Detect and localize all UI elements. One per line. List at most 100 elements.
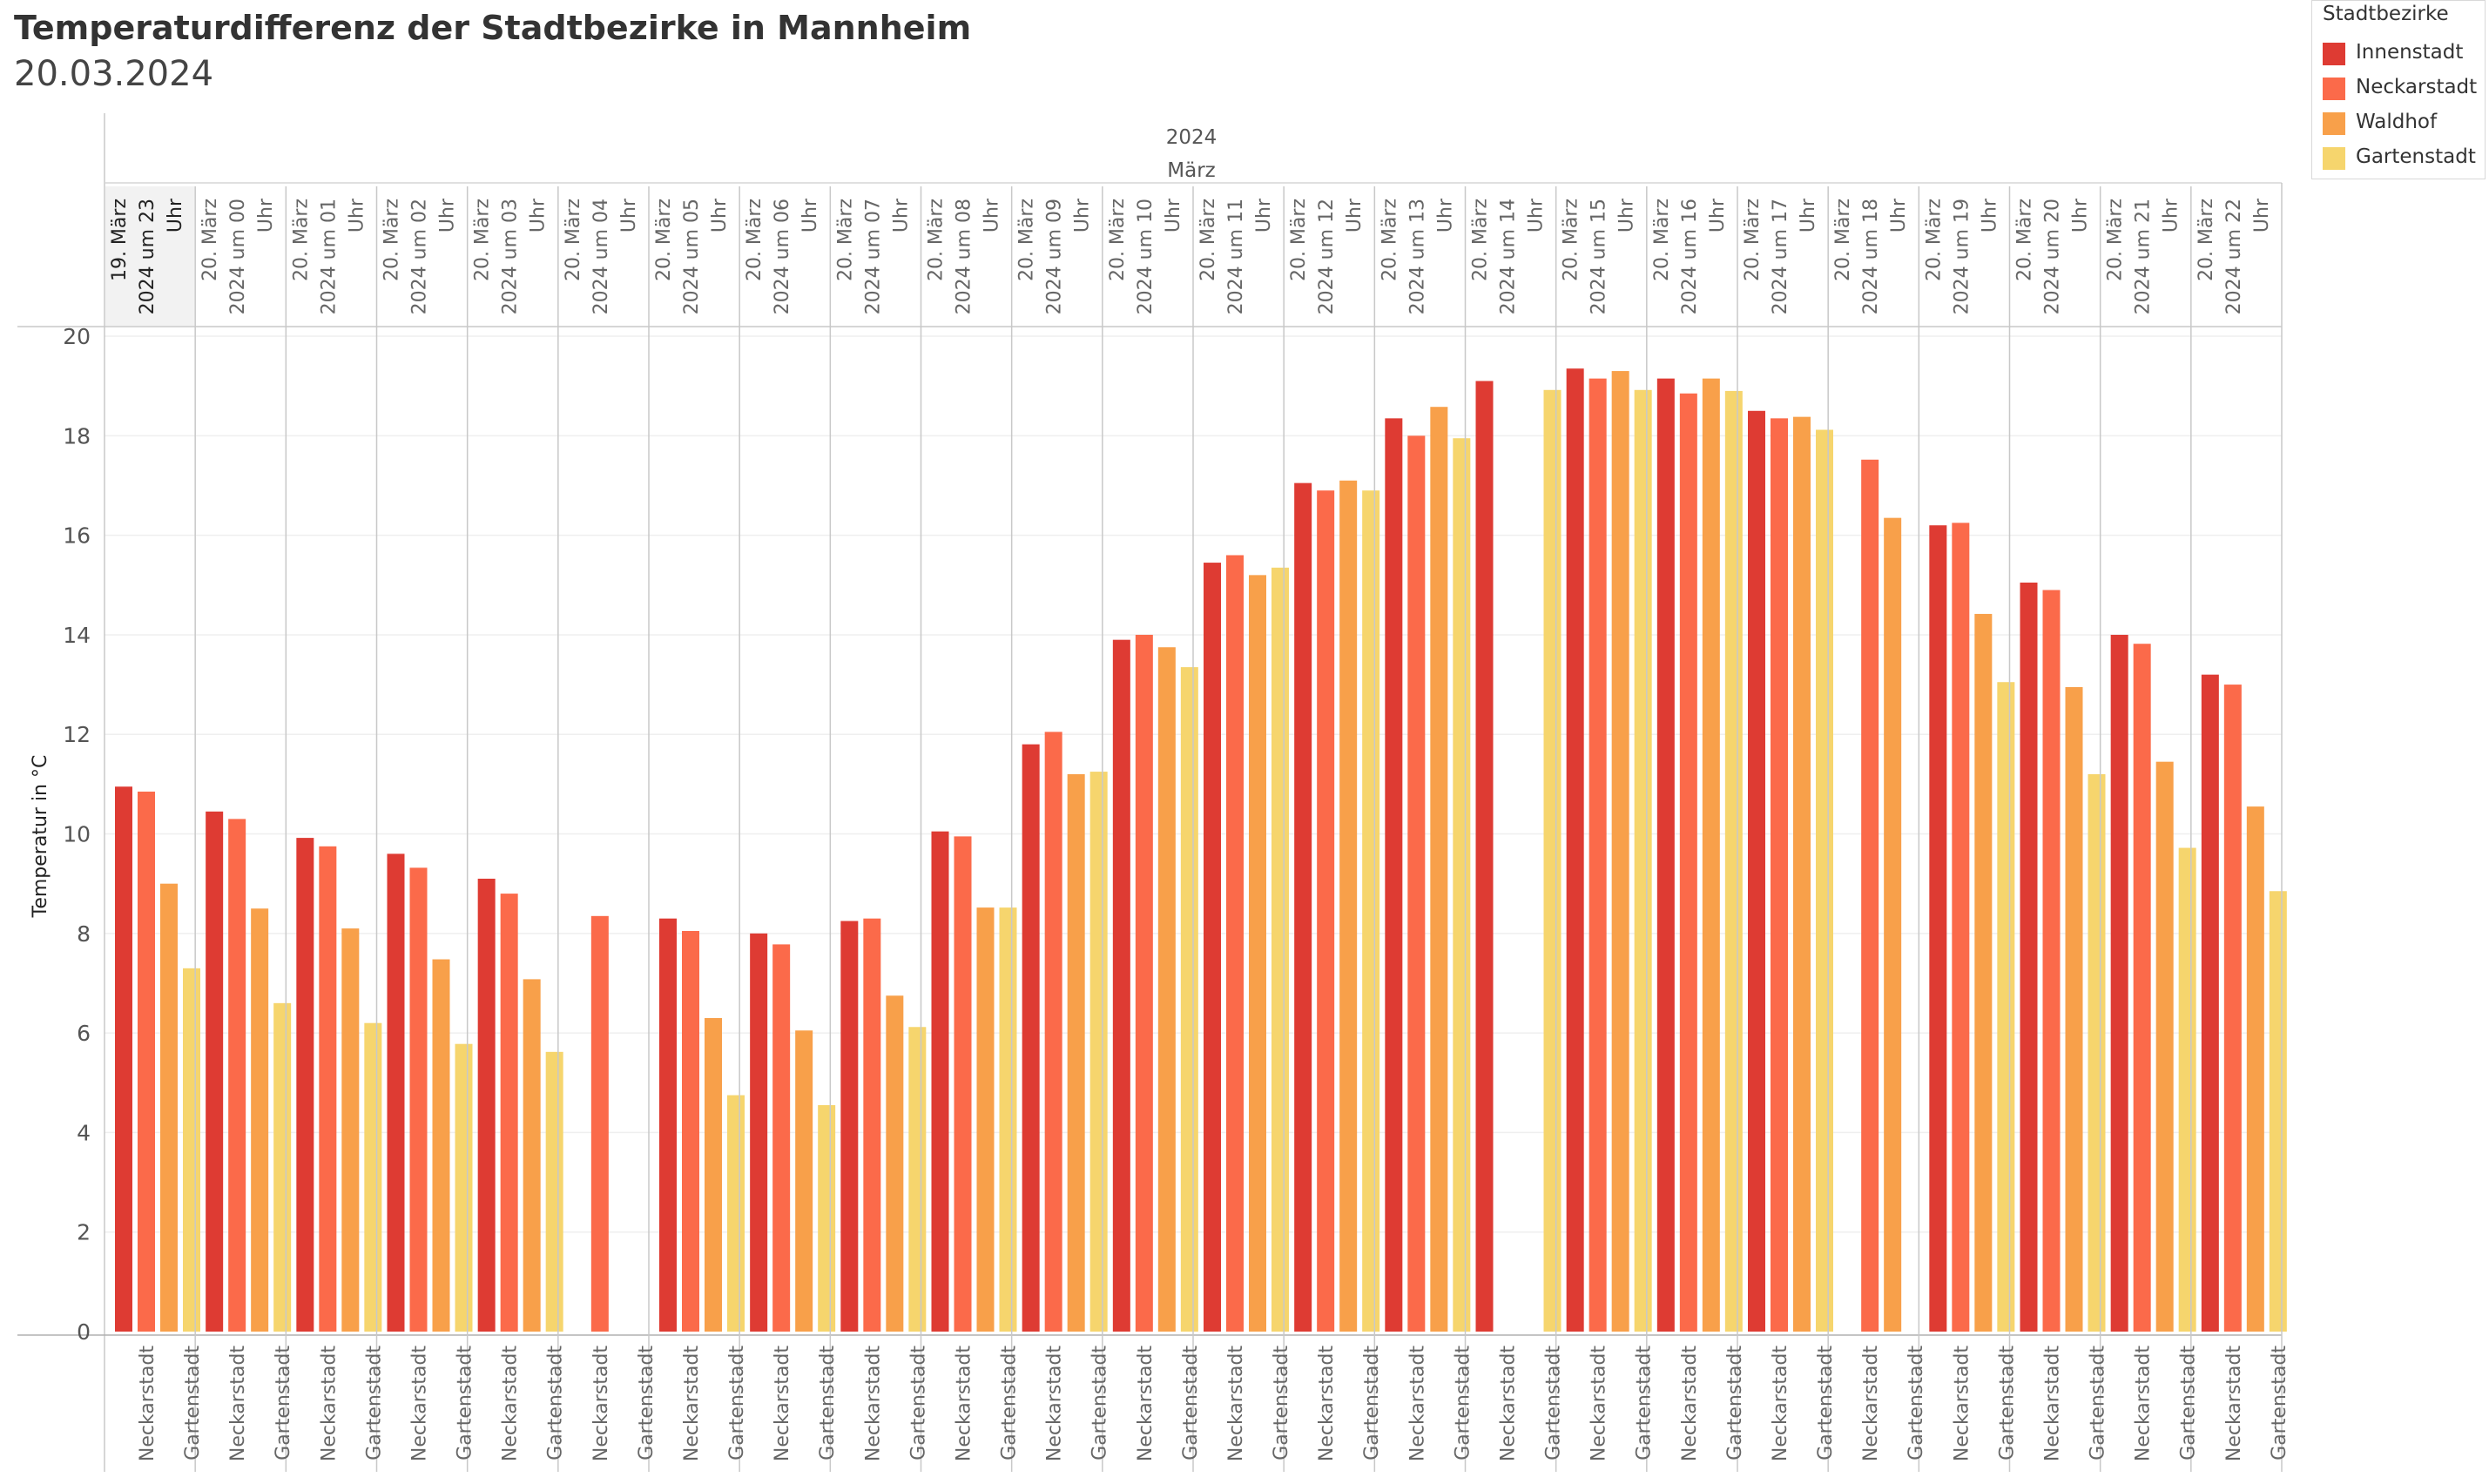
bar-neckarstadt-23 (2223, 685, 2242, 1332)
column-header-label: 2024 um 17 (1770, 199, 1791, 314)
x-tick-label: Gartenstadt (1271, 1346, 1292, 1460)
x-tick-label: Gartenstadt (907, 1346, 929, 1460)
column-header-label: 2024 um 04 (590, 199, 612, 314)
bar-gartenstadt-7 (818, 1104, 836, 1332)
column-header-label: Uhr (1163, 198, 1184, 233)
bar-innenstadt-3 (387, 853, 405, 1332)
column-header-label: Uhr (2161, 198, 2182, 233)
page-subtitle: 20.03.2024 (14, 54, 214, 94)
column-header-label: 2024 um 03 (500, 199, 522, 314)
bar-waldhof-13 (1339, 480, 1358, 1332)
x-tick-label: Gartenstadt (182, 1346, 204, 1460)
column-header-label: 20. März (290, 199, 312, 281)
column-header-label: Uhr (799, 198, 821, 233)
column-header-label: 2024 um 16 (1679, 199, 1701, 314)
legend-swatch-gartenstadt (2323, 147, 2345, 170)
bar-gartenstadt-15 (1543, 389, 1562, 1332)
bar-neckarstadt-12 (1226, 555, 1244, 1332)
column-header-label: 20. März (1016, 199, 1038, 281)
column-header-label: 20. März (1561, 199, 1582, 281)
x-tick-label: Neckarstadt (1316, 1346, 1338, 1462)
x-tick-label: Neckarstadt (1951, 1346, 1973, 1462)
column-header-label: 20. März (1742, 199, 1764, 281)
legend-label-innenstadt: Innenstadt (2356, 41, 2464, 64)
bar-neckarstadt-13 (1317, 490, 1335, 1332)
bar-neckarstadt-20 (1952, 523, 1970, 1332)
bar-neckarstadt-17 (1679, 393, 1697, 1332)
x-tick-label: Neckarstadt (590, 1346, 612, 1462)
bar-gartenstadt-10 (1089, 772, 1108, 1332)
column-header-label: 2024 um 06 (772, 199, 793, 314)
bar-neckarstadt-11 (1135, 634, 1153, 1332)
bar-gartenstadt-17 (1724, 390, 1743, 1332)
bar-innenstadt-21 (2020, 582, 2038, 1332)
x-tick-label: Neckarstadt (227, 1346, 249, 1462)
bar-waldhof-19 (1884, 517, 1902, 1332)
bar-neckarstadt-8 (863, 918, 881, 1332)
x-tick-label: Neckarstadt (2223, 1346, 2245, 1462)
bar-waldhof-3 (432, 959, 450, 1332)
column-header-label: 20. März (1379, 199, 1400, 281)
x-tick-label: Gartenstadt (1089, 1346, 1111, 1460)
y-tick-label-4: 4 (77, 1120, 91, 1145)
x-tick-label: Neckarstadt (1860, 1346, 1882, 1462)
x-tick-label: Neckarstadt (137, 1346, 159, 1462)
bar-innenstadt-2 (296, 838, 314, 1332)
column-header-label: Uhr (165, 198, 186, 233)
x-tick-label: Gartenstadt (636, 1346, 658, 1460)
x-tick-label: Gartenstadt (1361, 1346, 1383, 1460)
column-header-label: 2024 um 14 (1498, 199, 1520, 314)
x-tick-label: Gartenstadt (1634, 1346, 1656, 1460)
bar-waldhof-22 (2155, 761, 2174, 1332)
x-tick-label: Gartenstadt (2269, 1346, 2290, 1460)
x-tick-label: Gartenstadt (273, 1346, 294, 1460)
column-header-label: 2024 um 13 (1406, 199, 1428, 314)
x-tick-label: Neckarstadt (2133, 1346, 2155, 1462)
bar-gartenstadt-16 (1634, 389, 1652, 1332)
bar-innenstadt-13 (1294, 482, 1312, 1332)
y-tick-label-18: 18 (63, 423, 91, 449)
bar-gartenstadt-4 (545, 1051, 563, 1332)
column-header-label: 20. März (2105, 199, 2127, 281)
y-tick-label-6: 6 (77, 1021, 91, 1046)
column-header-label: 20. März (1651, 199, 1673, 281)
bar-innenstadt-6 (659, 918, 677, 1332)
column-header-label: Uhr (1888, 198, 1910, 233)
bar-neckarstadt-19 (1861, 459, 1879, 1332)
column-header-label: Uhr (618, 198, 640, 233)
column-header-label: 2024 um 18 (1860, 199, 1882, 314)
column-header-label: Uhr (1344, 198, 1366, 233)
column-header-label: Uhr (1798, 198, 1819, 233)
bar-gartenstadt-0 (183, 968, 200, 1332)
y-tick-label-10: 10 (63, 822, 91, 847)
bar-innenstadt-23 (2201, 674, 2219, 1332)
bar-gartenstadt-14 (1453, 438, 1471, 1332)
bar-gartenstadt-13 (1362, 490, 1380, 1332)
x-tick-label: Gartenstadt (545, 1346, 567, 1460)
legend-label-gartenstadt: Gartenstadt (2356, 145, 2476, 168)
column-header-label: Uhr (1616, 198, 1638, 233)
bar-innenstadt-9 (931, 831, 949, 1332)
column-header-label: Uhr (2251, 198, 2273, 233)
bar-waldhof-23 (2246, 806, 2264, 1332)
y-tick-label-16: 16 (63, 523, 91, 549)
column-header-label: Uhr (1434, 198, 1456, 233)
bar-innenstadt-20 (1929, 525, 1947, 1332)
bar-waldhof-1 (251, 908, 269, 1332)
chart-frame (17, 113, 2283, 1472)
column-header-label: 20. März (381, 199, 403, 281)
bar-neckarstadt-1 (228, 819, 246, 1332)
bar-waldhof-6 (705, 1017, 722, 1332)
bar-waldhof-9 (976, 907, 995, 1332)
x-tick-label: Neckarstadt (409, 1346, 431, 1462)
bar-neckarstadt-5 (590, 915, 609, 1332)
column-header-label: 20. März (563, 199, 584, 281)
x-tick-label: Gartenstadt (1180, 1346, 1202, 1460)
bar-innenstadt-17 (1656, 378, 1675, 1332)
legend-label-waldhof: Waldhof (2356, 111, 2438, 133)
bar-gartenstadt-18 (1816, 429, 1833, 1332)
column-header-label: 20. März (1107, 199, 1129, 281)
x-tick-label: Neckarstadt (1135, 1346, 1157, 1462)
bar-gartenstadt-21 (2088, 773, 2106, 1332)
header-cell-highlight (105, 186, 195, 326)
